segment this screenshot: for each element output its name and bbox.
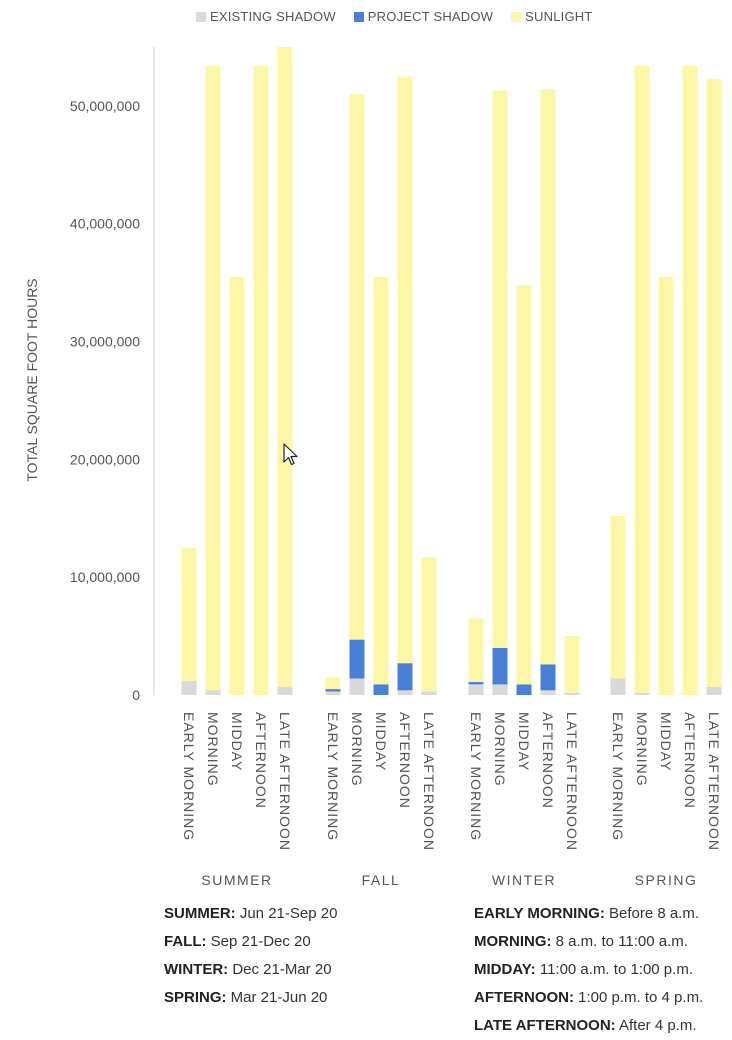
bar-segment-project-shadow [540, 664, 556, 691]
x-category-label: AFTERNOON [540, 712, 556, 809]
bar-segment-sunlight [468, 618, 484, 683]
time-of-day-notes: EARLY MORNING: Before 8 a.m. MORNING: 8 … [474, 900, 703, 1040]
stacked-bar-chart: 0 10,000,000 20,000,000 30,000,000 40,000,00… [24, 47, 722, 888]
bar-segment-sunlight [658, 276, 674, 695]
bar-segment-sunlight [516, 284, 532, 685]
x-category-label: EARLY MORNING [610, 712, 626, 841]
x-category-label: MORNING [634, 712, 650, 787]
x-category-label: MORNING [349, 712, 365, 787]
season-note: SPRING: Mar 21-Jun 20 [164, 989, 328, 1006]
legend-label-sunlight: SUNLIGHT [525, 9, 593, 24]
time-note: MIDDAY: 11:00 a.m. to 1:00 p.m. [474, 961, 693, 978]
x-category-label: AFTERNOON [397, 712, 413, 809]
x-category-label: EARLY MORNING [181, 712, 197, 841]
x-category-label: EARLY MORNING [325, 712, 341, 841]
y-tick-label: 0 [132, 687, 140, 703]
bar-segment-sunlight [682, 65, 698, 696]
bar-segment-existing-shadow [421, 691, 437, 695]
bar-segment-existing-shadow [610, 678, 626, 695]
time-note: AFTERNOON: 1:00 p.m. to 4 p.m. [474, 989, 704, 1006]
x-group-label: FALL [362, 872, 401, 888]
bar-segment-existing-shadow [468, 684, 484, 695]
bar-segment-project-shadow [468, 682, 484, 685]
bar-segment-existing-shadow [325, 691, 341, 695]
x-category-label: MIDDAY [229, 712, 245, 771]
x-group-label: SUMMER [201, 872, 272, 888]
x-category-label: AFTERNOON [253, 712, 269, 809]
bar-segment-sunlight [706, 78, 722, 687]
bar-segment-sunlight [181, 547, 197, 681]
bar-segment-project-shadow [516, 684, 532, 695]
y-tick-label: 10,000,000 [70, 569, 140, 585]
time-note: EARLY MORNING: Before 8 a.m. [474, 905, 700, 922]
bar-segment-sunlight [325, 677, 341, 690]
legend-label-project-shadow: PROJECT SHADOW [367, 9, 494, 24]
x-category-label: LATE AFTERNOON [564, 712, 580, 851]
legend-swatch-sunlight [511, 11, 522, 22]
bar-segment-existing-shadow [277, 686, 293, 695]
bar-segment-sunlight [229, 276, 245, 695]
bar-segment-sunlight [205, 65, 221, 691]
bar-segment-project-shadow [349, 639, 365, 679]
legend-label-existing-shadow: EXISTING SHADOW [210, 9, 336, 24]
legend-item-sunlight: SUNLIGHT [511, 9, 592, 24]
bar-segment-existing-shadow [181, 680, 197, 695]
y-tick-label: 50,000,000 [70, 98, 140, 114]
legend-swatch-existing-shadow [196, 11, 206, 22]
bar-segment-sunlight [277, 47, 293, 687]
bar-segment-sunlight [253, 65, 269, 696]
x-category-label: EARLY MORNING [468, 712, 484, 841]
bar-segment-sunlight [634, 65, 650, 693]
bar-segment-sunlight [492, 90, 508, 648]
x-category-label: LATE AFTERNOON [277, 712, 293, 851]
bar-segment-project-shadow [373, 684, 389, 695]
bar-segment-project-shadow [492, 647, 508, 685]
legend-item-existing-shadow: EXISTING SHADOW [196, 9, 336, 24]
time-note: LATE AFTERNOON: After 4 p.m. [474, 1017, 697, 1034]
bar-segment-sunlight [421, 557, 437, 692]
bar-segment-sunlight [373, 276, 389, 685]
bar-segment-sunlight [610, 515, 626, 679]
legend-swatch-project-shadow [353, 11, 364, 22]
y-axis-label: TOTAL SQUARE FOOT HOURS [24, 278, 40, 481]
chart-legend: EXISTING SHADOW PROJECT SHADOW SUNLIGHT [196, 9, 593, 24]
x-category-label: MORNING [492, 712, 508, 787]
legend-item-project-shadow: PROJECT SHADOW [353, 9, 494, 24]
y-tick-label: 20,000,000 [70, 451, 140, 467]
x-group-label: WINTER [492, 872, 556, 888]
x-category-label: MIDDAY [658, 712, 674, 771]
bar-segment-sunlight [349, 94, 365, 640]
time-note: MORNING: 8 a.m. to 11:00 a.m. [474, 933, 688, 950]
bar-segment-sunlight [564, 636, 580, 693]
bar-segment-existing-shadow [492, 684, 508, 695]
x-category-label: MIDDAY [516, 712, 532, 771]
x-category-label: AFTERNOON [682, 712, 698, 809]
y-tick-label: 30,000,000 [70, 334, 140, 350]
season-note: SUMMER: Jun 21-Sep 20 [164, 905, 338, 922]
season-notes: SUMMER: Jun 21-Sep 20 FALL: Sep 21-Dec 2… [164, 900, 337, 1012]
bar-segment-existing-shadow [634, 692, 650, 695]
y-tick-label: 40,000,000 [70, 216, 140, 232]
bar-segment-project-shadow [325, 689, 341, 692]
bar-segment-sunlight [397, 76, 413, 664]
x-category-label: MIDDAY [373, 712, 389, 771]
x-group-label: SPRING [635, 872, 698, 888]
bar-segment-existing-shadow [706, 686, 722, 695]
mouse-cursor-icon [283, 443, 298, 466]
bar-segment-existing-shadow [349, 678, 365, 695]
x-category-label: LATE AFTERNOON [706, 712, 722, 851]
x-category-label: LATE AFTERNOON [421, 712, 437, 851]
bar-segment-existing-shadow [540, 690, 556, 695]
bar-segment-project-shadow [397, 663, 413, 691]
bar-segment-existing-shadow [397, 690, 413, 695]
x-category-label: MORNING [205, 712, 221, 787]
bar-segment-existing-shadow [564, 692, 580, 695]
bar-segment-sunlight [540, 89, 556, 665]
season-note: WINTER: Dec 21-Mar 20 [164, 961, 332, 978]
season-note: FALL: Sep 21-Dec 20 [164, 933, 311, 950]
bar-segment-existing-shadow [205, 690, 221, 695]
